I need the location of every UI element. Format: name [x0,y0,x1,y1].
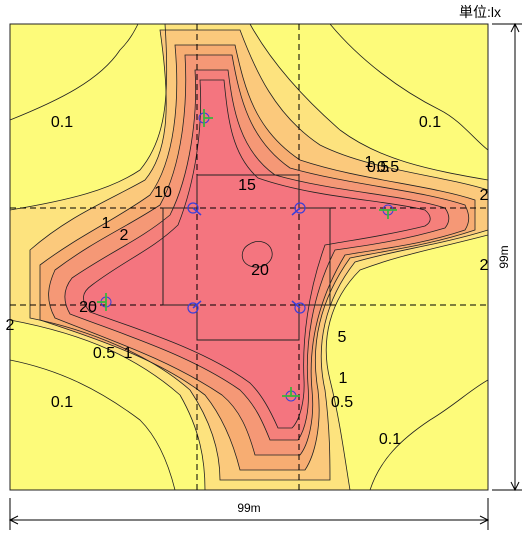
contour-line [83,79,431,429]
contour-label: 0.5 [377,159,399,176]
contour-line [241,241,273,268]
dashed-guides [10,24,488,490]
contour-line [29,29,489,481]
contour-label: 1 [365,154,374,171]
width-dimension-label: 99m [237,501,260,515]
contour-label: 1 [102,215,111,232]
aim-arrow [192,207,202,216]
luminaire-circle [187,202,199,214]
contour-line [39,44,476,471]
contour-label: 10 [154,184,172,201]
luminaire-circle [187,302,199,314]
contour-label: 1 [124,345,133,362]
contour-label: 5 [338,329,347,346]
unit-label: 単位:lx [459,4,501,20]
contour-label: 2 [480,187,489,204]
arrow-head [510,481,520,492]
contour-label: 0.5 [331,394,353,411]
field-border [9,23,489,491]
contour-label: 1 [339,370,348,387]
contour-line [369,379,489,491]
contour-label: 0.1 [419,114,441,131]
luminaires-green [97,109,397,402]
arrow-head [479,515,490,525]
arrow-head [510,22,520,33]
luminaire-green [97,293,112,311]
height-dimension-label: 99m [497,245,511,268]
aim-arrow [291,207,301,216]
luminaire-blue [291,300,306,314]
arrow-head [8,515,19,525]
luminaire-blue [187,300,202,314]
contour-label: 2 [120,227,129,244]
luminaire-green [379,204,397,219]
aim-arrow [291,300,301,309]
contour-label: 15 [238,177,256,194]
dimension-lines [8,22,522,530]
contour-label: 0.1 [51,114,73,131]
luminaire-green [282,387,300,402]
aim-arrow [192,300,202,309]
luminaire-circle [294,202,306,214]
contour-label: 20 [251,262,269,279]
contour-line [9,23,139,121]
contour-line [9,23,489,491]
contour-lines [9,23,489,491]
contour-line [64,69,450,441]
luminaire-blue [291,202,306,216]
luminaire-circle [294,302,306,314]
contour-line [48,54,470,456]
contour-label: 2 [480,257,489,274]
contour-line [9,359,176,491]
contour-label: 0.1 [379,431,401,448]
contour-label: 0.5 [93,345,115,362]
contour-line [329,23,489,151]
luminaire-blue [187,202,202,216]
luminaire-green [198,109,213,127]
luminaires-blue [187,202,306,314]
contour-label: 0.1 [51,394,73,411]
contour-label: 0.5 [367,159,389,176]
contour-label: 2 [6,317,15,334]
contour-label: 20 [79,299,97,316]
